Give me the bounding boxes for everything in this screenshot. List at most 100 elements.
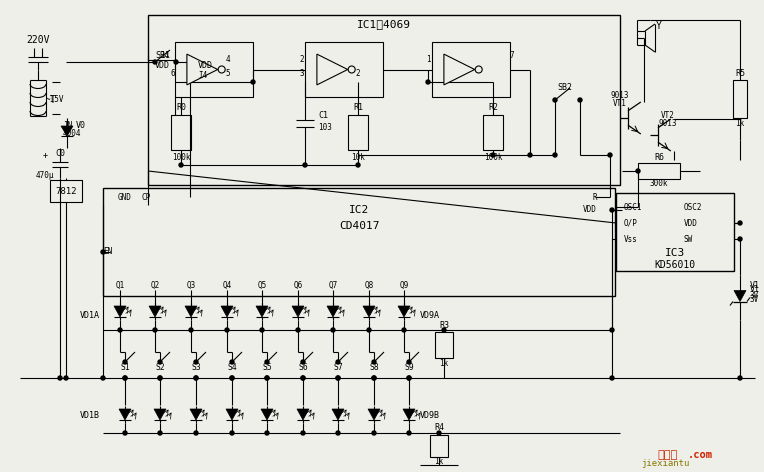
Circle shape — [407, 376, 411, 380]
Text: 300k: 300k — [649, 178, 668, 187]
Circle shape — [367, 328, 371, 332]
Text: 2: 2 — [356, 68, 361, 77]
Circle shape — [578, 98, 582, 102]
Circle shape — [738, 376, 742, 380]
Text: S5: S5 — [262, 363, 272, 372]
Polygon shape — [734, 290, 746, 302]
Bar — [305, 42, 383, 97]
Circle shape — [301, 376, 305, 380]
Text: O/P: O/P — [624, 219, 638, 228]
Bar — [638, 163, 680, 179]
Circle shape — [372, 360, 376, 364]
Circle shape — [123, 360, 127, 364]
Text: VD9A: VD9A — [420, 311, 440, 320]
Circle shape — [553, 153, 557, 157]
Polygon shape — [61, 126, 73, 136]
Circle shape — [194, 376, 198, 380]
Text: R2: R2 — [488, 103, 498, 112]
Circle shape — [118, 328, 122, 332]
Text: T: T — [50, 95, 56, 105]
Circle shape — [442, 328, 446, 332]
Circle shape — [158, 360, 162, 364]
Text: R: R — [593, 193, 597, 202]
Circle shape — [348, 66, 355, 73]
Text: S2: S2 — [155, 363, 165, 372]
Circle shape — [58, 376, 62, 380]
Circle shape — [260, 328, 264, 332]
Text: Q6: Q6 — [293, 280, 303, 289]
Circle shape — [123, 376, 127, 380]
Text: 103: 103 — [318, 124, 332, 133]
Text: 1k: 1k — [439, 360, 448, 369]
Text: 470μ: 470μ — [36, 170, 54, 179]
Text: VD1B: VD1B — [80, 411, 100, 420]
Circle shape — [608, 153, 612, 157]
Circle shape — [528, 153, 532, 157]
Bar — [733, 80, 747, 118]
Circle shape — [301, 431, 305, 435]
Text: 4: 4 — [225, 56, 230, 65]
Text: OSC2: OSC2 — [684, 202, 703, 211]
Polygon shape — [226, 409, 238, 420]
Polygon shape — [154, 409, 166, 420]
Text: 1k: 1k — [736, 119, 745, 128]
Text: Y: Y — [656, 21, 662, 31]
Circle shape — [153, 328, 157, 332]
Circle shape — [174, 60, 178, 64]
Text: EN: EN — [103, 247, 112, 256]
Polygon shape — [332, 409, 344, 420]
Circle shape — [301, 360, 305, 364]
Text: 220V: 220V — [26, 35, 50, 45]
Circle shape — [64, 376, 68, 380]
Text: ~15V: ~15V — [46, 95, 64, 104]
Polygon shape — [292, 306, 304, 317]
Circle shape — [230, 360, 234, 364]
Circle shape — [336, 431, 340, 435]
Circle shape — [265, 431, 269, 435]
Polygon shape — [256, 306, 268, 317]
Text: VT2: VT2 — [661, 110, 675, 119]
Text: S6: S6 — [298, 363, 308, 372]
Text: 3V: 3V — [750, 290, 759, 300]
Text: .com: .com — [688, 450, 713, 460]
Circle shape — [194, 431, 198, 435]
Polygon shape — [368, 409, 380, 420]
Text: jiexiantu: jiexiantu — [641, 458, 689, 467]
Circle shape — [230, 376, 234, 380]
Text: 100k: 100k — [484, 152, 502, 161]
Polygon shape — [149, 306, 161, 317]
Circle shape — [158, 376, 162, 380]
Text: S9: S9 — [404, 363, 414, 372]
Circle shape — [407, 431, 411, 435]
Text: V1: V1 — [750, 280, 760, 289]
Polygon shape — [297, 409, 309, 420]
Text: IC1：4069: IC1：4069 — [357, 19, 411, 29]
Text: S8: S8 — [369, 363, 379, 372]
Circle shape — [101, 250, 105, 254]
Text: CP: CP — [142, 193, 151, 202]
Text: S1: S1 — [120, 363, 130, 372]
Text: R0: R0 — [176, 103, 186, 112]
Text: C1: C1 — [318, 111, 328, 120]
Bar — [435, 332, 453, 358]
Text: IC2: IC2 — [349, 205, 369, 215]
Circle shape — [158, 431, 162, 435]
Circle shape — [179, 163, 183, 167]
Text: 3: 3 — [299, 68, 304, 77]
Bar — [103, 188, 615, 296]
Bar — [148, 15, 620, 185]
Circle shape — [553, 98, 557, 102]
Text: 5: 5 — [225, 68, 230, 77]
Text: +: + — [43, 151, 47, 160]
Bar — [50, 180, 82, 202]
Circle shape — [372, 376, 376, 380]
Polygon shape — [317, 54, 348, 85]
Text: S7: S7 — [333, 363, 343, 372]
Circle shape — [610, 328, 614, 332]
Text: 1k: 1k — [435, 456, 444, 465]
Text: R5: R5 — [735, 68, 745, 77]
Circle shape — [402, 328, 406, 332]
Text: VDD: VDD — [583, 205, 597, 214]
Text: R6: R6 — [654, 152, 664, 161]
Text: 7: 7 — [510, 51, 514, 59]
